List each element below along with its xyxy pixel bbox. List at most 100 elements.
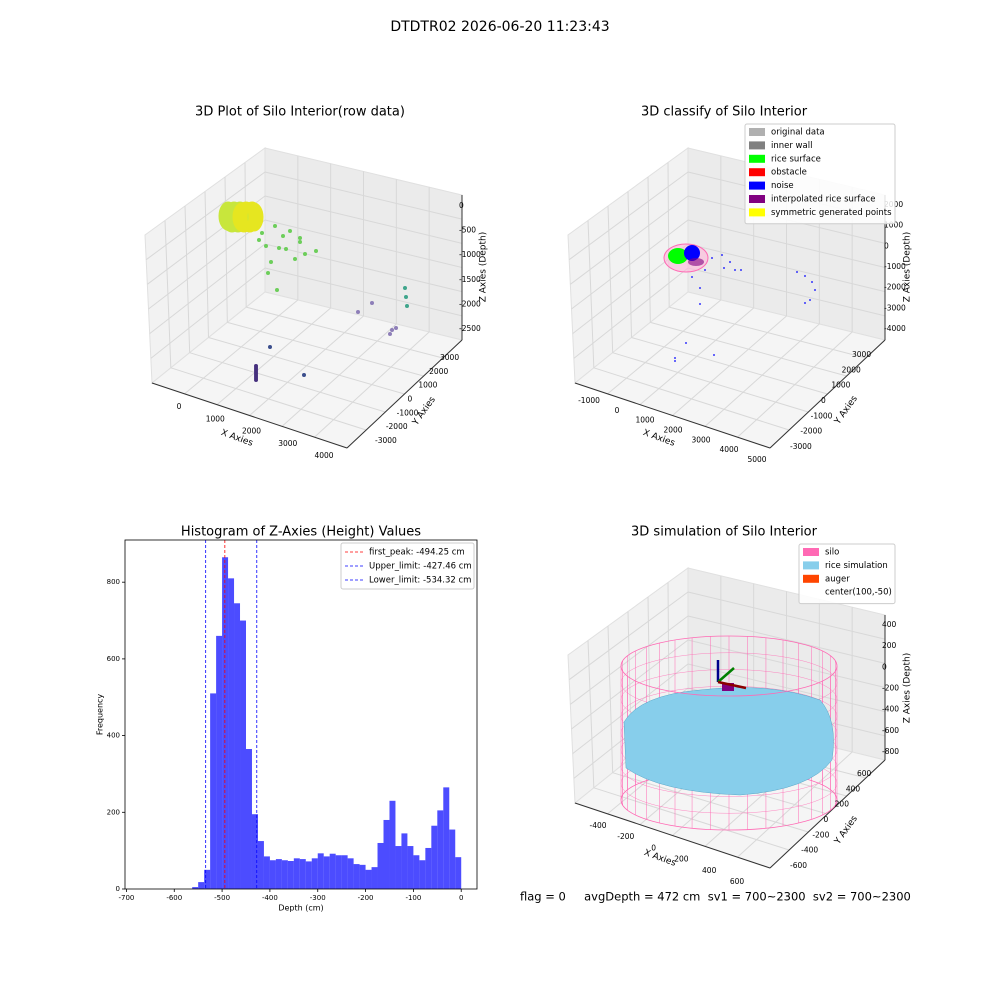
point — [685, 342, 687, 344]
axis-line — [769, 759, 886, 869]
point — [388, 332, 392, 336]
y-tick-label: 400 — [846, 784, 861, 793]
point-cloud — [668, 248, 688, 264]
y-tick-label: 3000 — [852, 350, 871, 359]
point — [303, 252, 307, 256]
bar — [401, 833, 408, 889]
bar — [269, 860, 276, 889]
pane-grid — [264, 171, 463, 220]
axis-arrow — [717, 667, 735, 683]
bar — [383, 819, 390, 889]
y-tick-label: 400 — [107, 732, 120, 740]
y-tick-label: 800 — [107, 578, 120, 586]
point — [699, 287, 701, 289]
point — [804, 275, 806, 277]
point — [674, 357, 676, 359]
point — [804, 302, 806, 304]
point — [254, 378, 258, 382]
y-tick-label: -3000 — [790, 442, 812, 451]
y-tick-label: -1000 — [397, 408, 419, 417]
x-tick-label: 1000 — [206, 414, 225, 423]
point — [275, 288, 279, 292]
point — [302, 373, 306, 377]
bar — [299, 859, 306, 889]
bar — [359, 864, 366, 889]
bar — [192, 887, 199, 889]
z-tick-label: -1000 — [459, 250, 481, 259]
bar — [281, 860, 288, 889]
point — [699, 303, 701, 305]
point — [674, 360, 676, 362]
y-tick-label: -3000 — [375, 436, 397, 445]
point — [704, 269, 706, 271]
chart-title: 3D Plot of Silo Interior(row data) — [195, 105, 405, 120]
x-tick-label: -300 — [310, 894, 326, 902]
pane-grid — [246, 306, 443, 359]
bar — [263, 856, 270, 889]
legend-label: original data — [771, 128, 825, 138]
x-tick-label: 0 — [177, 402, 182, 411]
bar — [377, 842, 384, 889]
y-tick-label: -2000 — [386, 422, 408, 431]
x-tick-label: 4000 — [314, 451, 333, 460]
zlabel: Z Axies (Depth) — [903, 232, 913, 303]
bar — [305, 861, 312, 889]
bar — [246, 749, 252, 889]
legend-swatch — [749, 208, 765, 217]
y-tick-label: 2000 — [429, 367, 448, 376]
point — [298, 240, 302, 244]
x-tick-label: 1000 — [635, 416, 654, 425]
y-tick-label: 0 — [116, 885, 120, 893]
x-tick-label: 2000 — [242, 427, 261, 436]
pane-grid — [568, 591, 689, 681]
bar — [234, 603, 241, 889]
z-tick-label: 200 — [882, 641, 897, 650]
legend-label: inner wall — [771, 141, 812, 151]
x-axis-label: Depth (cm) — [278, 904, 323, 913]
axis-line — [769, 339, 886, 449]
axis-line — [574, 802, 771, 869]
zlabel: Z Axies (Depth) — [479, 232, 489, 303]
z-tick-label: 400 — [882, 620, 897, 629]
legend-swatch — [749, 154, 765, 163]
point — [729, 261, 731, 263]
z-tick-label: 0 — [459, 201, 464, 210]
point — [298, 236, 302, 240]
z-tick-label: -1000 — [884, 262, 906, 271]
legend-label: obstacle — [771, 168, 807, 178]
x-tick-label: -1000 — [578, 396, 600, 405]
y-tick-label: -200 — [812, 830, 829, 839]
point — [403, 286, 407, 290]
x-tick-label: 3000 — [278, 439, 297, 448]
plot-frame — [124, 539, 478, 890]
axis-line — [574, 382, 771, 449]
bar — [293, 858, 300, 889]
y-tick-label: 0 — [824, 815, 829, 824]
silo-wire — [620, 635, 838, 697]
point — [264, 244, 268, 248]
x-tick-label: -600 — [166, 894, 182, 902]
bar — [341, 855, 348, 889]
legend-label: Upper_limit: -427.46 cm — [369, 562, 472, 572]
chart-title: Histogram of Z-Axies (Height) Values — [181, 525, 421, 540]
bar — [347, 858, 354, 889]
bar — [329, 853, 336, 889]
bar — [210, 693, 217, 889]
figure-title: DTDTR02 2026-06-20 11:23:43 — [390, 19, 609, 35]
pane-grid — [145, 171, 266, 261]
point — [796, 271, 798, 273]
bar — [335, 855, 342, 889]
point — [273, 224, 277, 228]
point — [711, 257, 713, 259]
auger — [722, 683, 734, 691]
x-tick-label: -200 — [617, 832, 634, 841]
y-tick-label: 1000 — [831, 381, 850, 390]
legend-swatch — [803, 574, 819, 583]
point — [811, 281, 813, 283]
x-tick-label: 2000 — [663, 426, 682, 435]
point — [721, 254, 723, 256]
bar — [449, 829, 456, 889]
point — [260, 231, 264, 235]
point — [269, 260, 273, 264]
